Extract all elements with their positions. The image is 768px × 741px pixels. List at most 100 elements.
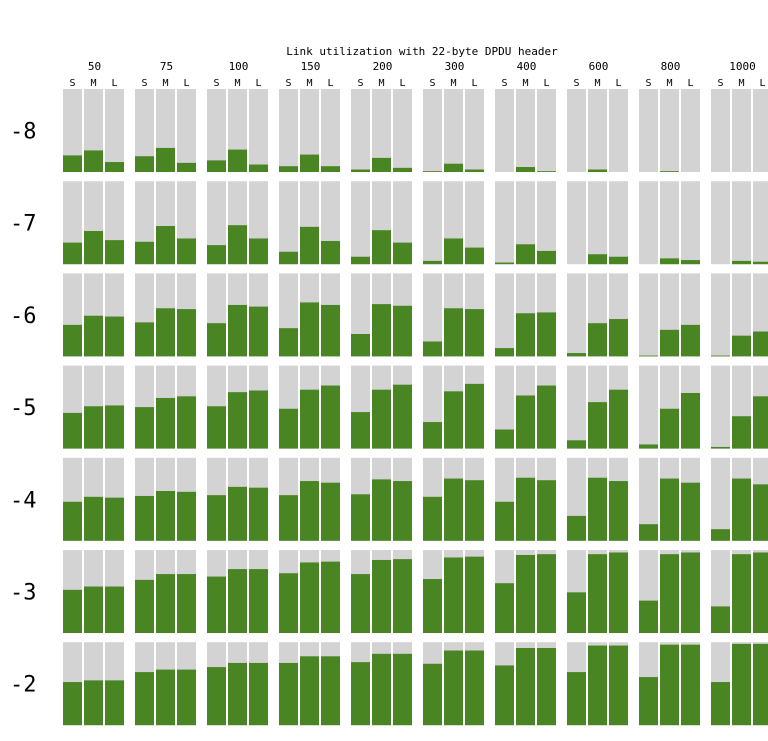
- bar: [732, 478, 751, 541]
- panel: [567, 89, 628, 172]
- bar: [135, 495, 154, 541]
- panel: [279, 642, 340, 726]
- bar: [660, 408, 679, 449]
- bar-track: [567, 181, 586, 265]
- bar: [567, 672, 586, 726]
- bar-track: [465, 89, 484, 172]
- bar: [393, 305, 412, 357]
- bar: [516, 244, 535, 265]
- bar: [279, 328, 298, 357]
- bar: [660, 171, 679, 172]
- size-label: S: [645, 78, 651, 89]
- size-label: S: [429, 78, 435, 89]
- row-label: -4: [10, 488, 37, 513]
- panel: [207, 365, 268, 449]
- bar: [537, 480, 556, 541]
- bar: [279, 573, 298, 633]
- size-label: L: [471, 78, 477, 89]
- panel: [63, 457, 124, 541]
- bar: [423, 663, 442, 726]
- bar: [639, 355, 658, 357]
- bar: [732, 260, 751, 265]
- bar: [639, 600, 658, 633]
- bar: [249, 662, 268, 726]
- bar: [567, 353, 586, 357]
- panel: [63, 365, 124, 449]
- bar: [156, 308, 175, 357]
- size-label: M: [450, 78, 456, 89]
- column-label: 400: [517, 60, 537, 73]
- bar: [321, 304, 340, 357]
- panel: [567, 550, 628, 633]
- bar: [156, 147, 175, 172]
- panel: [135, 457, 196, 541]
- bar: [321, 240, 340, 265]
- column-label: 1000: [729, 60, 756, 73]
- bar: [177, 162, 196, 172]
- size-label: L: [399, 78, 405, 89]
- bar: [465, 480, 484, 541]
- size-label: L: [687, 78, 693, 89]
- bar: [639, 524, 658, 541]
- bar: [228, 662, 247, 726]
- bar-track: [279, 89, 298, 172]
- bar: [372, 157, 391, 172]
- bar-track: [423, 273, 442, 357]
- bar: [609, 552, 628, 633]
- bar: [351, 256, 370, 265]
- bar: [660, 329, 679, 357]
- bar: [681, 644, 700, 726]
- bar: [393, 384, 412, 449]
- bar: [372, 230, 391, 265]
- panel: [567, 273, 628, 357]
- bar: [537, 648, 556, 726]
- bar: [444, 478, 463, 541]
- bar: [135, 407, 154, 449]
- bar: [228, 225, 247, 265]
- panel: [567, 181, 628, 265]
- panel: [279, 89, 340, 172]
- bar: [351, 494, 370, 541]
- panel: [135, 89, 196, 172]
- panel: [639, 457, 700, 541]
- panel: [279, 273, 340, 357]
- bar-track: [177, 89, 196, 172]
- bar-track: [249, 89, 268, 172]
- bar: [465, 383, 484, 449]
- bar: [321, 166, 340, 172]
- bar: [495, 501, 514, 541]
- bar: [300, 562, 319, 633]
- bar: [681, 482, 700, 541]
- bar: [249, 238, 268, 265]
- bar: [84, 496, 103, 541]
- bar: [753, 261, 768, 265]
- column-label: 75: [160, 60, 173, 73]
- bar-track: [321, 89, 340, 172]
- bar: [753, 331, 768, 357]
- bar: [660, 478, 679, 541]
- bar: [207, 323, 226, 357]
- bar: [228, 149, 247, 172]
- row-label: -3: [10, 581, 37, 606]
- bar: [207, 576, 226, 633]
- bar: [639, 677, 658, 726]
- panel: [495, 181, 556, 265]
- bar: [351, 169, 370, 172]
- bar-track: [567, 89, 586, 172]
- panel: [423, 181, 484, 265]
- bar: [300, 302, 319, 357]
- size-label: S: [357, 78, 363, 89]
- panel: [423, 273, 484, 357]
- panel: [711, 457, 768, 541]
- bar: [63, 155, 82, 172]
- row-label: -6: [10, 304, 37, 329]
- bar: [660, 554, 679, 633]
- bar: [84, 150, 103, 172]
- size-label: S: [69, 78, 75, 89]
- bar: [423, 496, 442, 541]
- panel: [135, 273, 196, 357]
- bar-track: [63, 89, 82, 172]
- bar-track: [567, 365, 586, 449]
- bar: [177, 491, 196, 541]
